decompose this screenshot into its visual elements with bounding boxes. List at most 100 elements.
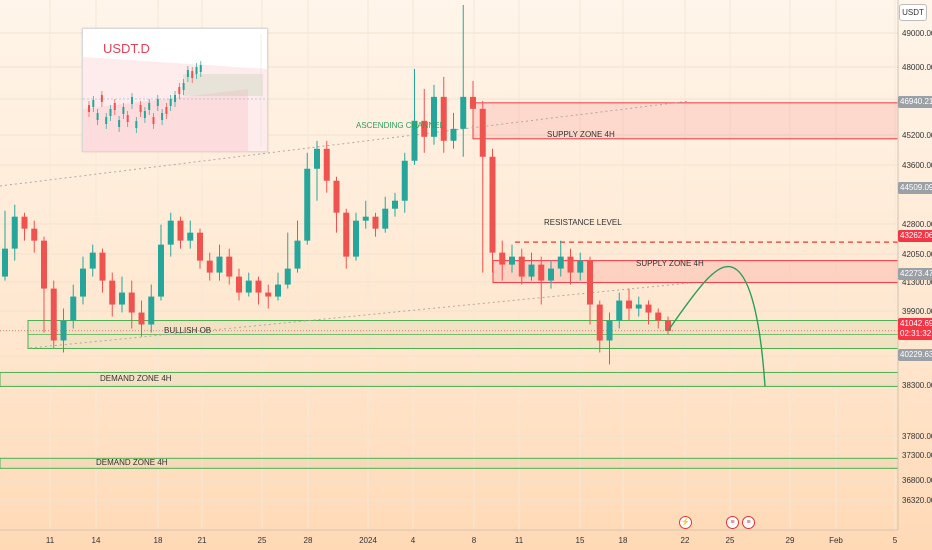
candle-body xyxy=(470,96,476,109)
candle xyxy=(197,228,203,269)
candle xyxy=(206,252,213,281)
currency-label[interactable]: USDT xyxy=(899,4,927,21)
x-tick-label: 2024 xyxy=(359,536,377,545)
y-tick-label: 36320.00 xyxy=(902,496,932,505)
x-tick-label: 18 xyxy=(154,536,163,545)
candle xyxy=(528,252,535,281)
x-tick-label: 25 xyxy=(258,536,267,545)
x-tick-label: 22 xyxy=(681,536,690,545)
candle xyxy=(431,84,437,145)
inset-candle xyxy=(178,83,181,99)
us-flag-event-icon[interactable]: ≡ xyxy=(726,516,739,529)
candle-body xyxy=(187,232,194,241)
candle xyxy=(158,224,164,301)
candle-body xyxy=(197,232,203,261)
candle-body xyxy=(548,268,554,281)
y-tick-label: 38300.00 xyxy=(902,381,932,390)
x-tick-label: 5 xyxy=(893,536,898,545)
inset-candle xyxy=(174,91,176,107)
candle xyxy=(489,148,496,273)
inset-candle-body xyxy=(152,117,155,124)
candle-body xyxy=(148,296,155,325)
y-tick-label: 43600.00 xyxy=(902,161,932,170)
channel-lower-line xyxy=(29,282,691,349)
candle xyxy=(460,5,467,157)
candle xyxy=(635,296,642,317)
candle xyxy=(665,316,671,335)
candle-body xyxy=(528,264,535,277)
candle-body xyxy=(216,256,223,273)
inset-candle-body xyxy=(100,95,103,102)
annotations: ASCENDING CHANNEL SUPPLY ZONE 4H RESISTANC… xyxy=(96,121,704,467)
candle-body xyxy=(460,96,467,129)
channel-upper-line xyxy=(0,100,691,187)
y-tick-label: 37300.00 xyxy=(902,451,932,460)
candle xyxy=(21,212,28,241)
candle xyxy=(148,284,155,333)
us-flag-event-icon[interactable]: ≡ xyxy=(742,516,755,529)
x-tick-label: 18 xyxy=(619,536,628,545)
candle-body xyxy=(362,216,369,221)
inset-candle xyxy=(113,99,116,115)
inset-candle xyxy=(156,95,159,111)
candle-body xyxy=(606,320,613,341)
price-axis[interactable]: 49000.0048000.0046000.0045200.0043600.00… xyxy=(897,0,932,530)
inset-candle xyxy=(92,96,95,112)
candle xyxy=(236,268,242,301)
y-tick-label: 39900.00 xyxy=(902,307,932,316)
inset-candle-body xyxy=(199,65,202,72)
candle xyxy=(411,68,418,165)
price-tag: 46940.21 xyxy=(898,96,932,108)
candle xyxy=(89,244,96,277)
inset-candle xyxy=(100,91,103,107)
candle xyxy=(314,140,320,201)
candle-body xyxy=(596,304,603,341)
x-tick-label: 4 xyxy=(411,536,416,545)
candle-body xyxy=(557,256,564,269)
candle xyxy=(216,244,223,281)
candle-body xyxy=(382,208,389,229)
candle-body xyxy=(70,296,77,321)
inset-candle xyxy=(182,79,185,95)
inset-candle-body xyxy=(105,117,108,124)
inset-chart: USDT.D xyxy=(82,28,268,152)
countdown-tag: 02:31:32 xyxy=(898,328,932,340)
x-tick-label: 25 xyxy=(726,536,735,545)
candle xyxy=(2,210,8,281)
inset-candle-body xyxy=(88,105,90,112)
price-tag: 41042.69 xyxy=(898,318,932,330)
candle-body xyxy=(245,280,252,293)
lightning-event-icon[interactable]: ⚡ xyxy=(679,516,692,529)
inset-candle-body xyxy=(92,100,95,107)
candle xyxy=(138,300,145,337)
x-tick-label: 29 xyxy=(786,536,795,545)
candle-body xyxy=(80,268,86,297)
candle-body xyxy=(616,300,623,321)
candle-body xyxy=(518,256,525,277)
candle xyxy=(167,212,174,257)
time-axis[interactable]: 11 14 18 21 25 28 2024 4 8 11 15 18 22 25 29 Feb 5 xyxy=(0,529,898,545)
candle xyxy=(294,220,301,273)
inset-candle-body xyxy=(139,105,142,112)
x-tick-label: 15 xyxy=(576,536,585,545)
candle xyxy=(401,152,408,213)
annotation-label: SUPPLY ZONE 4H xyxy=(636,259,704,268)
inset-candle xyxy=(88,101,90,117)
annotation-label: ASCENDING CHANNEL xyxy=(356,121,445,130)
inset-candle-body xyxy=(191,71,194,78)
inset-red-zone xyxy=(83,89,248,151)
inset-candle-body xyxy=(126,115,129,122)
candle xyxy=(284,232,291,289)
candle xyxy=(645,300,652,325)
candle xyxy=(323,140,330,193)
candle-body xyxy=(645,304,652,313)
inset-candle-body xyxy=(96,113,99,120)
candle-body xyxy=(626,300,632,309)
candle-body xyxy=(89,252,96,269)
candle-body xyxy=(50,288,57,341)
candle xyxy=(255,276,262,305)
candle xyxy=(226,248,233,285)
candle xyxy=(616,292,623,329)
